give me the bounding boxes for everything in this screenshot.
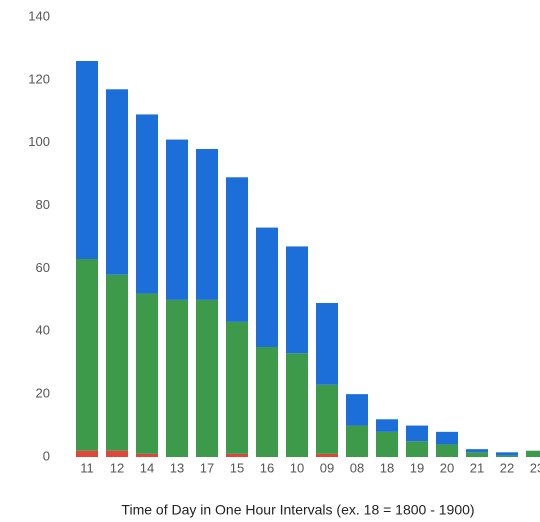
bar-segment [466, 449, 488, 453]
bar-segment [226, 177, 248, 322]
bar-segment [406, 425, 428, 442]
bar-segment [136, 453, 158, 457]
bar-segment [376, 419, 398, 432]
y-tick-label: 20 [36, 386, 50, 401]
x-tick-label: 21 [470, 460, 484, 475]
x-tick-label: 16 [260, 460, 274, 475]
bar-segment [436, 431, 458, 445]
x-tick-label: 14 [140, 460, 154, 475]
bar-segment [76, 61, 98, 259]
bar-segment [166, 299, 188, 457]
bar-segment [406, 441, 428, 457]
x-tick-label: 22 [500, 460, 514, 475]
bar-segment [376, 431, 398, 457]
bar-segment [286, 353, 308, 457]
y-tick-label: 80 [36, 197, 50, 212]
y-tick-label: 60 [36, 260, 50, 275]
y-tick-label: 140 [28, 8, 50, 23]
x-tick-label: 15 [230, 460, 244, 475]
x-tick-label: 12 [110, 460, 124, 475]
bar-segment [136, 293, 158, 454]
bar-segment [526, 450, 540, 457]
bar-segment [316, 384, 338, 454]
bar-segment [76, 259, 98, 451]
x-tick-label: 08 [350, 460, 364, 475]
y-tick-label: 100 [28, 134, 50, 149]
x-tick-label: 09 [320, 460, 334, 475]
x-tick-label: 18 [380, 460, 394, 475]
bar-segment [316, 303, 338, 385]
bar-segment [496, 452, 518, 456]
x-tick-label: 13 [170, 460, 184, 475]
bar-segment [256, 347, 278, 457]
bar-segment [106, 89, 128, 275]
bar-segment [436, 444, 458, 457]
bar-segment [196, 299, 218, 457]
bar-segment [256, 227, 278, 347]
x-tick-label: 20 [440, 460, 454, 475]
bar-segment [226, 453, 248, 457]
bar-segment [466, 452, 488, 457]
x-tick-label: 17 [200, 460, 214, 475]
y-tick-label: 120 [28, 71, 50, 86]
x-tick-label: 19 [410, 460, 424, 475]
x-tick-label: 11 [80, 460, 94, 475]
bar-segment [226, 321, 248, 454]
x-tick-label: 10 [290, 460, 304, 475]
bar-segment [166, 139, 188, 300]
bar-segment [136, 114, 158, 294]
x-tick-label: 23 [530, 460, 540, 475]
bar-segment [106, 450, 128, 457]
bar-segment [76, 450, 98, 457]
bar-segment [316, 453, 338, 457]
bar-segment [346, 425, 368, 457]
bar-segment [496, 455, 518, 457]
y-tick-label: 0 [43, 448, 50, 463]
y-tick-label: 40 [36, 323, 50, 338]
bar-segment [286, 246, 308, 354]
x-axis-title: Time of Day in One Hour Intervals (ex. 1… [121, 502, 474, 518]
bar-segment [196, 149, 218, 300]
bar-segment [106, 274, 128, 451]
bar-segment [346, 394, 368, 426]
